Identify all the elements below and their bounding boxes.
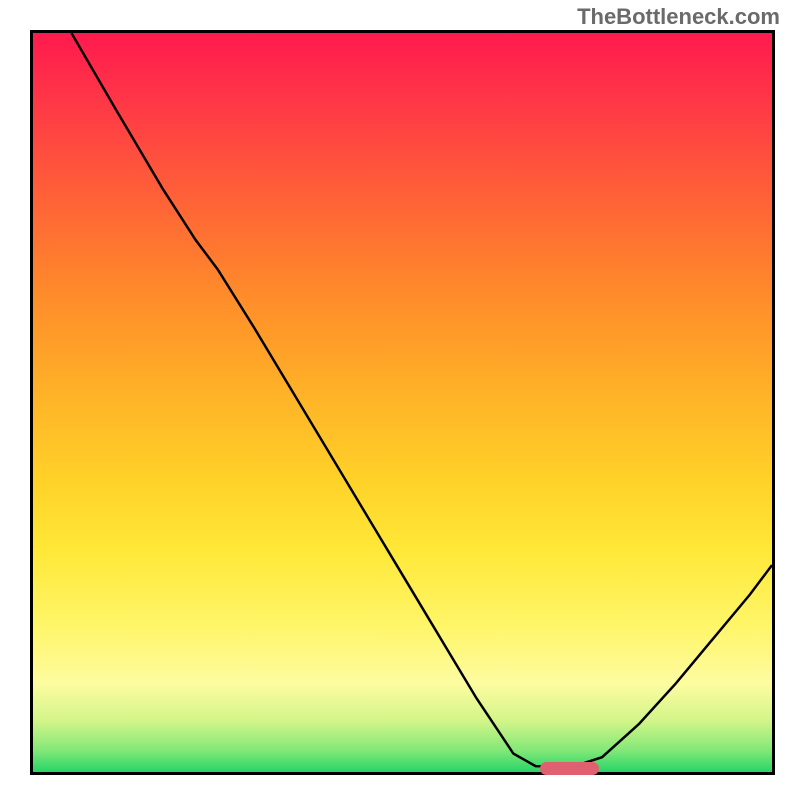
chart-frame: [30, 30, 775, 775]
bottleneck-curve: [71, 33, 772, 767]
chart-curve-layer: [33, 33, 772, 772]
watermark-text: TheBottleneck.com: [577, 4, 780, 30]
optimal-marker: [540, 762, 600, 775]
